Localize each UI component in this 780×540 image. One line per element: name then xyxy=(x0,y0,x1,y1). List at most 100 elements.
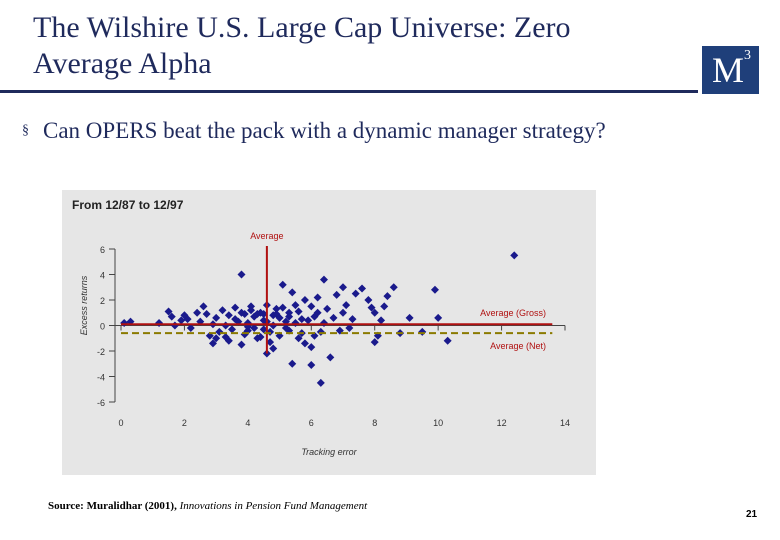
slide-title-line2: Average Alpha xyxy=(33,47,212,80)
chart-title: From 12/87 to 12/97 xyxy=(72,198,184,212)
data-point xyxy=(377,316,386,325)
data-point xyxy=(294,307,303,316)
data-point xyxy=(313,308,322,317)
data-point xyxy=(294,334,303,343)
x-tick-label-7: 14 xyxy=(560,418,570,428)
data-point xyxy=(202,310,211,319)
data-point xyxy=(224,311,233,320)
y-tick-label-6: -6 xyxy=(97,398,105,408)
data-point xyxy=(367,303,376,312)
data-point xyxy=(370,308,379,317)
data-point xyxy=(231,315,240,324)
source-note: Source: Muralidhar (2001), Innovations i… xyxy=(48,500,367,512)
data-point xyxy=(339,283,347,292)
data-point xyxy=(250,324,259,333)
data-point xyxy=(313,293,322,302)
data-point xyxy=(342,301,351,310)
title-underline xyxy=(0,90,698,93)
data-point xyxy=(266,338,275,347)
data-point xyxy=(307,361,316,370)
y-tick-label-3: 0 xyxy=(100,322,105,332)
bullet-icon: § xyxy=(22,123,29,138)
data-point xyxy=(383,292,392,301)
data-point xyxy=(177,316,186,325)
data-point xyxy=(345,324,354,333)
data-point xyxy=(319,318,328,327)
data-point xyxy=(329,313,338,322)
data-point xyxy=(259,316,268,325)
data-point xyxy=(405,313,414,322)
data-point xyxy=(288,288,297,297)
data-point xyxy=(183,315,192,324)
data-point xyxy=(269,344,278,353)
y-tick-label-4: -2 xyxy=(97,347,105,357)
slide-title: The Wilshire U.S. Large Cap Universe: Ze… xyxy=(33,10,571,82)
data-point xyxy=(300,296,309,304)
data-point xyxy=(304,316,313,325)
y-tick-label-2: 2 xyxy=(100,296,105,306)
data-point xyxy=(240,330,249,339)
y-tick-label-0: 6 xyxy=(100,245,105,255)
data-point xyxy=(269,311,278,320)
data-point xyxy=(307,343,316,352)
y-tick-label-1: 4 xyxy=(100,271,105,281)
data-point xyxy=(228,325,236,334)
data-point xyxy=(430,285,439,294)
data-point xyxy=(170,321,179,330)
scatter-chart: From 12/87 to 12/97 6 4 2 0 -2 -4 -6 0 2 4 6 8 10 12 1… xyxy=(62,190,596,475)
x-tick-label-2: 4 xyxy=(245,418,250,428)
data-point xyxy=(247,302,256,311)
data-point xyxy=(307,302,316,311)
data-point xyxy=(364,296,373,304)
data-point xyxy=(332,290,341,299)
data-point xyxy=(259,325,268,334)
data-point xyxy=(288,359,297,368)
data-point xyxy=(208,339,217,348)
logo-letter: M xyxy=(712,50,745,90)
slide-title-line1: The Wilshire U.S. Large Cap Universe: Ze… xyxy=(33,11,571,44)
data-point xyxy=(291,301,300,310)
data-point xyxy=(297,315,306,324)
data-point xyxy=(380,302,389,311)
x-tick-label-3: 6 xyxy=(309,418,314,428)
data-point xyxy=(434,313,443,322)
average-vertical-label: Average xyxy=(250,231,283,241)
data-point xyxy=(351,289,360,298)
data-point xyxy=(278,280,287,289)
data-point xyxy=(266,327,275,336)
data-point xyxy=(278,303,287,312)
x-tick-label-1: 2 xyxy=(182,418,187,428)
source-italic: Innovations in Pension Fund Management xyxy=(179,500,368,512)
bullet-item: § Can OPERS beat the pack with a dynamic … xyxy=(22,118,606,144)
data-point xyxy=(231,303,240,312)
data-point xyxy=(237,340,246,349)
data-point xyxy=(256,332,265,341)
logo-superscript: 3 xyxy=(744,48,751,63)
data-point xyxy=(418,327,427,336)
data-point xyxy=(285,312,294,321)
chart-points xyxy=(120,251,519,387)
data-point xyxy=(193,308,202,317)
source-bold: Source: Muralidhar (2001), xyxy=(48,500,177,512)
data-point xyxy=(167,312,176,321)
average-net-label: Average (Net) xyxy=(490,341,546,351)
data-point xyxy=(300,339,309,348)
x-tick-label-6: 12 xyxy=(497,418,507,428)
data-point xyxy=(319,275,328,284)
data-point xyxy=(259,310,268,319)
chart-svg: From 12/87 to 12/97 6 4 2 0 -2 -4 -6 0 2 4 6 8 10 12 1… xyxy=(72,198,570,457)
data-point xyxy=(120,318,129,327)
x-tick-label-4: 8 xyxy=(372,418,377,428)
data-point xyxy=(186,324,195,333)
page-number: 21 xyxy=(746,509,758,520)
data-point xyxy=(212,313,221,322)
data-point xyxy=(510,251,519,260)
data-point xyxy=(316,327,325,336)
data-point xyxy=(221,321,230,330)
x-tick-label-0: 0 xyxy=(118,418,123,428)
data-point xyxy=(224,336,233,345)
data-point xyxy=(348,315,357,324)
y-tick-label-5: -4 xyxy=(97,373,105,383)
x-tick-label-5: 10 xyxy=(433,418,443,428)
data-point xyxy=(358,284,367,293)
